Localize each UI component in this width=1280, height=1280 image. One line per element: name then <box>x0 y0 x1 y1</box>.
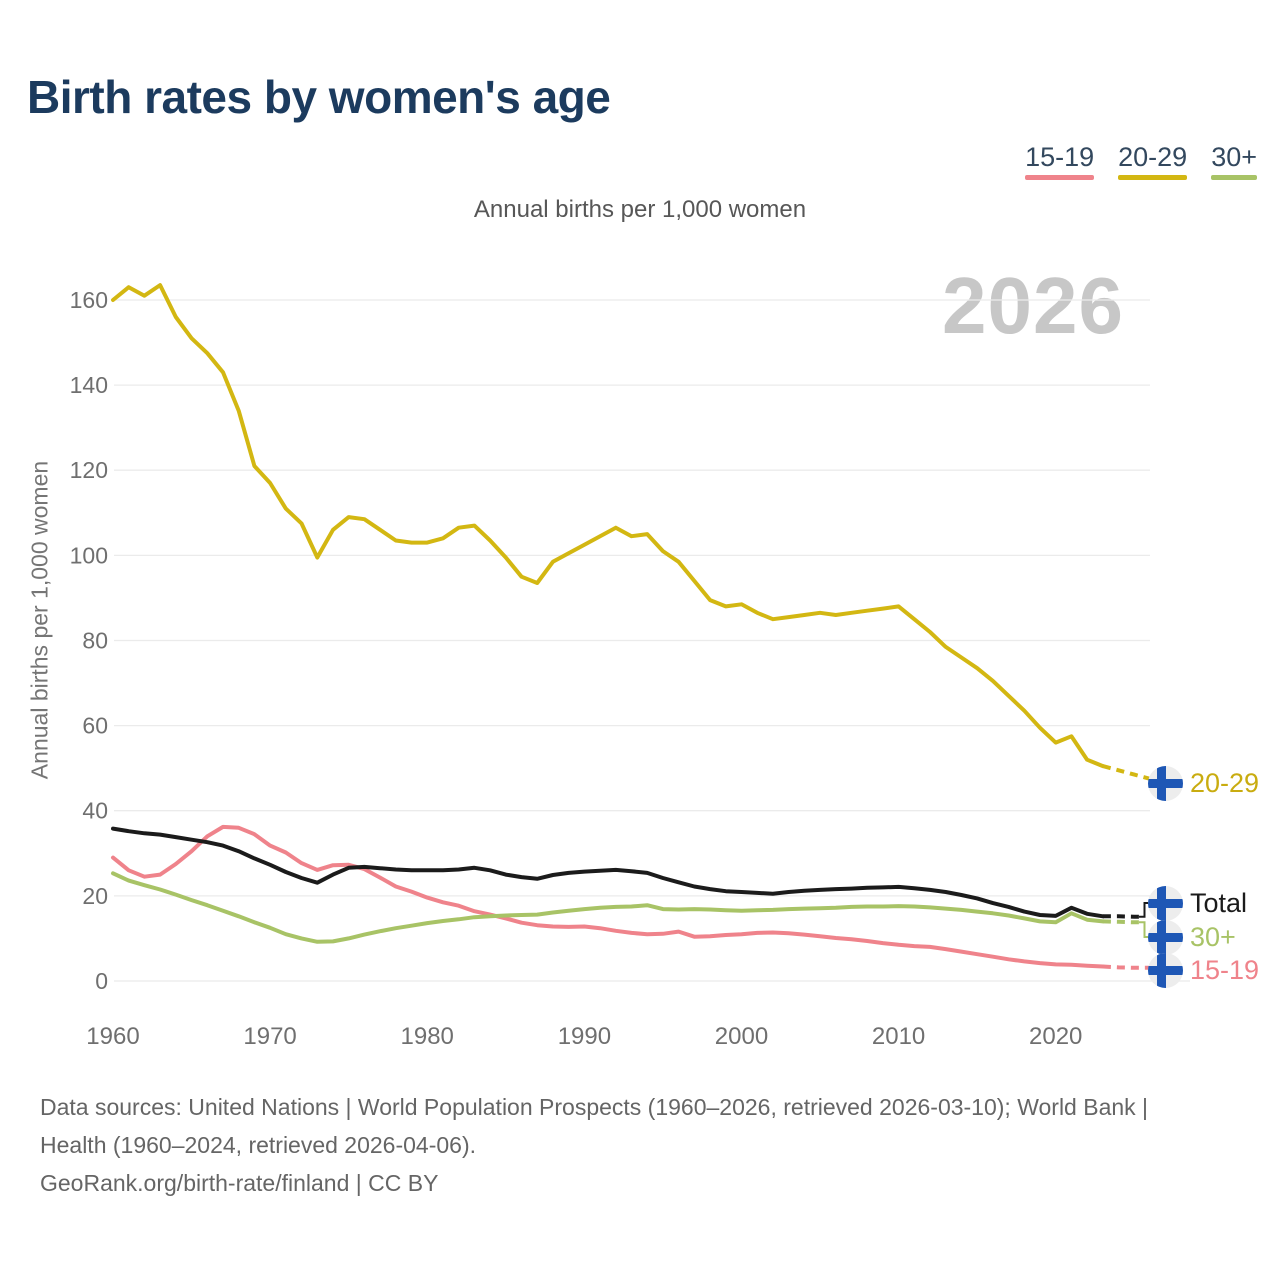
finland-flag-icon <box>1148 886 1183 921</box>
x-tick-label: 1970 <box>243 1023 296 1050</box>
y-tick-label: 80 <box>82 628 108 654</box>
end-label-text: 20-29 <box>1190 768 1260 798</box>
y-tick-label: 160 <box>70 287 108 313</box>
end-label-30plus: 30+ <box>1148 920 1236 955</box>
finland-flag-icon <box>1148 766 1183 801</box>
legend-label: 20-29 <box>1118 142 1188 172</box>
attribution-text: GeoRank.org/birth-rate/finland | CC BY <box>40 1170 439 1196</box>
x-tick-label: 2000 <box>715 1023 768 1050</box>
y-tick-label: 100 <box>70 542 108 568</box>
y-axis-title: Annual births per 1,000 women <box>26 460 53 780</box>
y-tick-label: 120 <box>70 457 108 483</box>
series-line-20-29[interactable] <box>111 283 1105 769</box>
y-tick-label: 60 <box>82 713 108 739</box>
year-watermark: 2026 <box>942 261 1124 350</box>
y-tick-label: 20 <box>82 883 108 909</box>
legend-color-bar <box>1025 175 1095 180</box>
end-label-total: Total <box>1148 886 1247 921</box>
footer: Data sources: United Nations | World Pop… <box>40 1088 1190 1202</box>
x-tick-label: 1980 <box>401 1023 454 1050</box>
legend-label: 30+ <box>1211 142 1257 172</box>
y-tick-label: 40 <box>82 798 108 824</box>
series-projection-15-19[interactable] <box>1102 964 1150 970</box>
label-connector-Total <box>1139 902 1151 918</box>
legend-color-bar <box>1118 175 1188 180</box>
end-label-text: 15-19 <box>1190 955 1260 985</box>
legend-color-bar <box>1211 175 1257 180</box>
series-line-30+[interactable] <box>111 871 1105 944</box>
series-line-15-19[interactable] <box>111 824 1105 969</box>
end-label-15-19: 15-19 <box>1148 953 1259 988</box>
legend-item-30plus[interactable]: 30+ <box>1211 142 1257 180</box>
x-tick-label: 2020 <box>1029 1023 1082 1050</box>
series-projection-20-29[interactable] <box>1102 764 1151 781</box>
finland-flag-icon <box>1148 920 1183 955</box>
series-line-Total[interactable] <box>111 826 1105 919</box>
legend-item-20-29[interactable]: 20-29 <box>1118 142 1188 180</box>
end-label-text: 30+ <box>1190 922 1236 952</box>
y-tick-label: 140 <box>70 372 108 398</box>
end-label-text: Total <box>1190 888 1248 918</box>
y-tick-label: 0 <box>95 968 108 994</box>
label-connector-30+ <box>1139 921 1151 938</box>
finland-flag-icon <box>1148 953 1183 988</box>
end-label-20-29: 20-29 <box>1148 766 1259 801</box>
chart-subtitle: Annual births per 1,000 women <box>473 196 807 223</box>
chart-legend: 15-19 20-29 30+ <box>1025 142 1257 180</box>
page-title: Birth rates by women's age <box>27 71 611 123</box>
legend-label: 15-19 <box>1025 142 1095 172</box>
series-projection-30+[interactable] <box>1102 919 1139 925</box>
x-tick-label: 2010 <box>872 1023 925 1050</box>
x-tick-label: 1960 <box>86 1023 139 1050</box>
x-tick-label: 1990 <box>558 1023 611 1050</box>
legend-item-15-19[interactable]: 15-19 <box>1025 142 1095 180</box>
data-sources-text: Data sources: United Nations | World Pop… <box>40 1094 1149 1158</box>
